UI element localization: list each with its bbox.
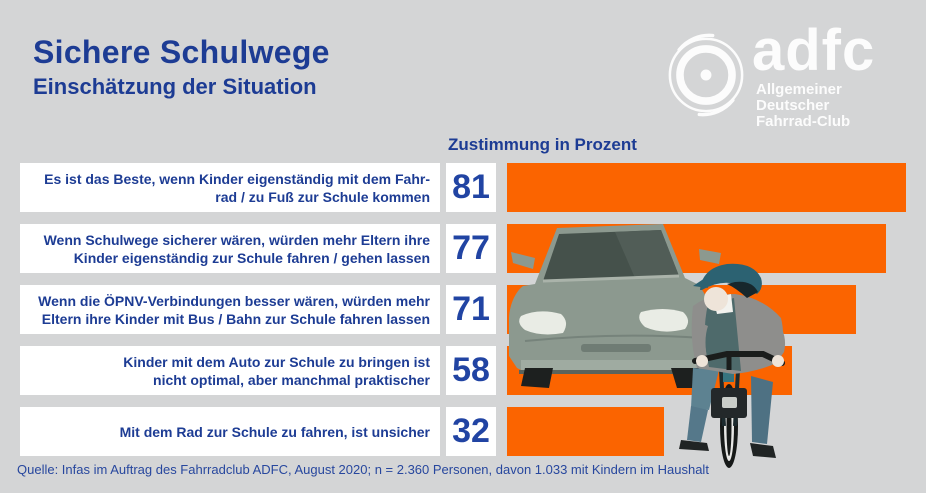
adfc-logo: adfc Allgemeiner Deutscher Fahrrad-Club — [664, 18, 914, 130]
chart-row: Wenn die ÖPNV-Verbindungen besser wären,… — [20, 285, 920, 334]
chart-row: Es ist das Beste, wenn Kinder eigenständ… — [20, 163, 920, 212]
chart-row: Mit dem Rad zur Schule zu fahren, ist un… — [20, 407, 920, 456]
logo-subtitle: Allgemeiner Deutscher Fahrrad-Club — [756, 82, 914, 130]
page-subtitle: Einschätzung der Situation — [33, 74, 317, 99]
bar — [507, 163, 906, 212]
value-label: 77 — [446, 224, 496, 273]
value-label: 32 — [446, 407, 496, 456]
logo-subtitle-line1: Allgemeiner Deutscher — [756, 81, 842, 114]
bar — [507, 407, 664, 456]
statement-label: Kinder mit dem Auto zur Schule zu bringe… — [20, 346, 440, 395]
logo-subtitle-line2: Fahrrad-Club — [756, 113, 851, 130]
statement-label: Mit dem Rad zur Schule zu fahren, ist un… — [20, 407, 440, 456]
bar — [507, 346, 792, 395]
statement-label: Wenn Schulwege sicherer wären, würden me… — [20, 224, 440, 273]
logo-brand-text: adfc — [752, 18, 876, 83]
statement-label: Es ist das Beste, wenn Kinder eigenständ… — [20, 163, 440, 212]
value-label: 81 — [446, 163, 496, 212]
bicycle-wheel-icon — [668, 33, 744, 117]
value-label: 71 — [446, 285, 496, 334]
bar-chart-rows: Es ist das Beste, wenn Kinder eigenständ… — [20, 163, 920, 468]
value-label: 58 — [446, 346, 496, 395]
statement-label: Wenn die ÖPNV-Verbindungen besser wären,… — [20, 285, 440, 334]
bar — [507, 285, 856, 334]
chart-row: Wenn Schulwege sicherer wären, würden me… — [20, 224, 920, 273]
chart-row: Kinder mit dem Auto zur Schule zu bringe… — [20, 346, 920, 395]
source-note: Quelle: Infas im Auftrag des Fahrradclub… — [17, 462, 709, 477]
page-title: Sichere Schulwege — [33, 34, 330, 70]
bar — [507, 224, 886, 273]
chart-title: Zustimmung in Prozent — [448, 135, 637, 154]
